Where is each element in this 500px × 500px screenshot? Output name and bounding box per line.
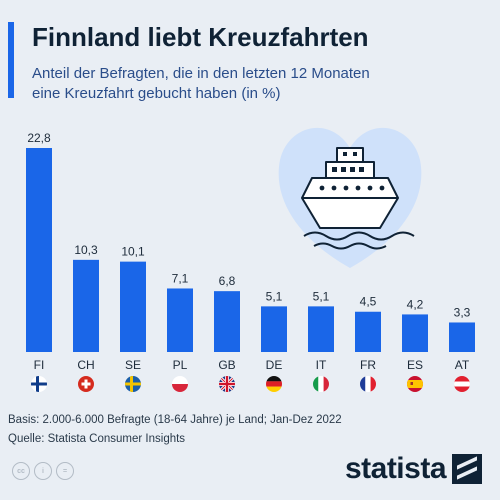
category-label-fr: FR — [360, 358, 376, 372]
cruise-ship-heart-icon — [278, 127, 422, 268]
chart-title: Finnland liebt Kreuzfahrten — [32, 22, 369, 52]
subtitle-line-1: Anteil der Befragten, die in den letzten… — [32, 65, 370, 82]
category-label-ch: CH — [77, 358, 94, 372]
bar-gb — [214, 291, 240, 352]
category-label-at: AT — [455, 358, 470, 372]
footer-basis: Basis: 2.000-6.000 Befragte (18-64 Jahre… — [8, 414, 342, 426]
logo-text: statista — [344, 452, 447, 485]
value-label-fr: 4,5 — [360, 295, 377, 309]
france-flag — [360, 376, 376, 392]
category-label-it: IT — [316, 358, 327, 372]
bar-de — [261, 306, 287, 352]
value-label-pl: 7,1 — [172, 271, 189, 285]
license-icons: cc i = — [12, 462, 74, 480]
bar-at — [449, 322, 475, 352]
value-label-it: 5,1 — [313, 289, 330, 303]
ship-icon — [301, 147, 415, 250]
italy-flag — [313, 376, 329, 392]
footer: Basis: 2.000-6.000 Befragte (18-64 Jahre… — [8, 411, 342, 449]
uk-flag — [219, 376, 235, 392]
bar-fi — [26, 148, 52, 352]
switzerland-flag — [78, 376, 94, 392]
category-label-fi: FI — [34, 358, 45, 372]
poland-flag — [172, 376, 188, 392]
finland-flag — [31, 376, 47, 392]
category-label-de: DE — [266, 358, 283, 372]
logo-mark-icon — [452, 454, 482, 484]
bar-it — [308, 306, 334, 352]
value-label-es: 4,2 — [407, 297, 424, 311]
value-label-se: 10,1 — [121, 245, 145, 259]
statista-logo[interactable]: statista — [345, 452, 482, 486]
chart-subtitle: Anteil der Befragten, die in den letzten… — [32, 64, 370, 104]
bar-fr — [355, 311, 381, 352]
sweden-flag — [125, 376, 141, 392]
bar-ch — [73, 259, 99, 352]
by-icon[interactable]: i — [34, 462, 52, 480]
value-label-de: 5,1 — [266, 289, 283, 303]
footer-source: Quelle: Statista Consumer Insights — [8, 433, 186, 445]
bar-es — [402, 314, 428, 352]
category-label-pl: PL — [173, 358, 188, 372]
cc-icon[interactable]: cc — [12, 462, 30, 480]
bar-se — [120, 261, 146, 352]
germany-flag — [266, 376, 282, 392]
category-label-es: ES — [407, 358, 423, 372]
category-label-gb: GB — [218, 358, 235, 372]
spain-flag — [407, 376, 423, 392]
nd-icon[interactable]: = — [56, 462, 74, 480]
value-label-ch: 10,3 — [74, 243, 98, 257]
value-label-gb: 6,8 — [219, 274, 236, 288]
value-label-fi: 22,8 — [27, 131, 51, 145]
subtitle-line-2: eine Kreuzfahrt gebucht haben (in %) — [32, 85, 281, 102]
austria-flag — [454, 376, 470, 392]
category-label-se: SE — [125, 358, 141, 372]
value-label-at: 3,3 — [454, 305, 471, 319]
title-accent-bar — [8, 22, 14, 98]
bar-pl — [167, 288, 193, 352]
